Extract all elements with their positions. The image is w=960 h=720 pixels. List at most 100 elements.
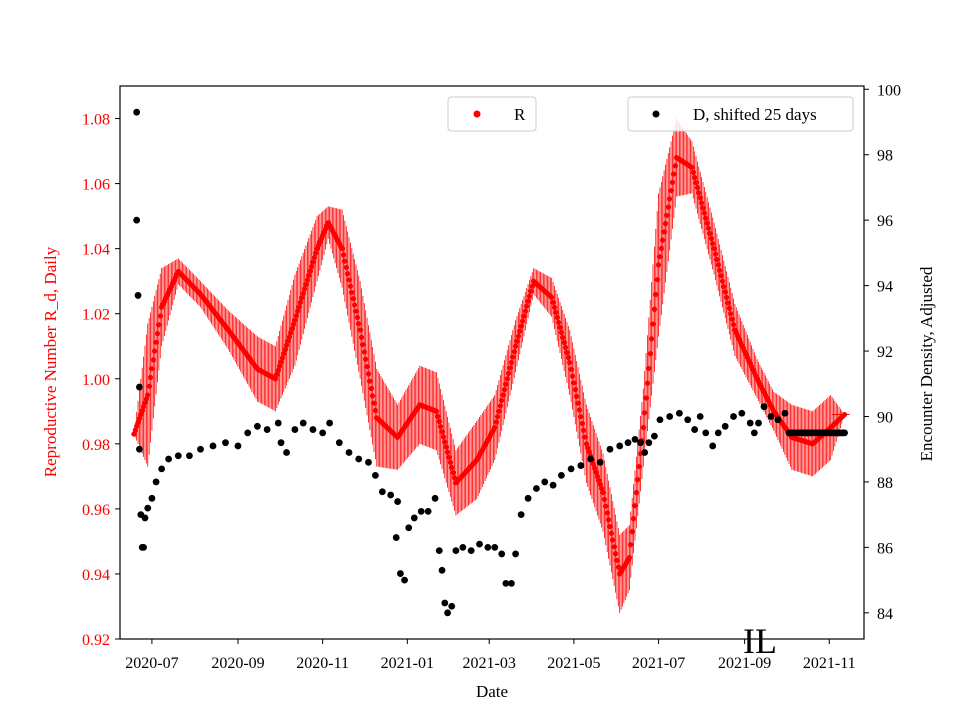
r-data-point [671,171,677,177]
d-data-point [133,108,141,116]
r-data-point [447,459,453,466]
r-data-point [553,309,559,316]
right-y-tick-label: 86 [877,540,893,557]
r-data-point [715,262,721,268]
r-data-point [154,330,161,337]
r-data-point [439,429,445,435]
legend-d-label: D, shifted 25 days [693,105,817,124]
d-data-point [781,409,789,417]
r-data-point [150,357,156,363]
r-data-point [562,344,569,351]
r-data-point [371,400,377,406]
r-data-point [370,393,376,399]
right-y-tick-label: 84 [877,606,893,623]
r-data-point [365,371,372,377]
d-data-point [637,439,644,447]
d-data-point [624,439,632,447]
d-data-point [345,449,353,456]
d-data-point [641,449,649,456]
x-tick-label: 2020-09 [211,655,264,672]
r-data-point [156,322,162,328]
r-data-point [343,264,349,271]
d-data-point [234,442,242,450]
r-data-point [438,424,444,430]
r-data-point [643,395,649,401]
x-tick-label: 2021-05 [547,655,600,672]
r-data-point [653,291,659,298]
right-y-tick-label: 94 [877,279,893,296]
r-data-point [300,290,306,296]
left-y-tick-label: 1.06 [82,177,110,194]
r-data-point [310,259,316,265]
r-data-point [293,313,299,319]
d-data-point [355,455,363,463]
left-y-tick-label: 0.96 [82,502,110,519]
r-data-point [350,296,356,302]
r-data-point [521,313,527,319]
r-data-point [608,530,614,536]
r-data-point [697,195,703,201]
d-data-point [730,413,737,420]
r-data-point [708,235,714,242]
r-data-point [518,323,524,329]
x-tick-label: 2021-07 [632,655,685,672]
r-data-point [504,376,510,382]
r-data-point [524,303,530,309]
d-data-point [431,494,439,502]
r-data-point [717,267,723,273]
r-data-point [347,283,354,289]
r-data-point [492,424,498,431]
r-data-point [632,503,638,509]
d-data-point [174,452,182,460]
axis-layer: 2020-07 2020-09 2020-11 2021-01 2021-03 2021-… [82,82,901,672]
right-y-axis-label: Encounter Density, Adjusted [917,266,936,461]
r-data-point [556,319,562,326]
r-data-point [564,349,570,356]
r-data-point [511,349,517,355]
r-data-point [146,383,152,389]
r-data-point [308,263,315,270]
r-data-point [698,200,705,206]
r-data-point [512,343,519,349]
r-data-point [711,246,717,252]
r-data-point [433,408,440,414]
r-data-point [443,444,449,450]
r-data-point [446,454,452,460]
r-data-point [561,339,567,346]
r-data-point [149,366,155,372]
r-data-point [557,324,563,331]
legend-d-box [627,96,854,132]
r-data-point [522,308,528,314]
r-data-point [510,354,516,360]
r-data-point [626,555,633,561]
r-data-point [568,366,574,372]
legend-r-marker [473,110,481,118]
d-data-point [378,488,386,496]
r-data-point [493,419,499,425]
d-data-point [309,426,317,433]
r-data-point [295,308,301,314]
left-y-tick-label: 1.02 [82,307,110,324]
r-data-point [519,318,526,324]
r-data-point [693,179,699,186]
d-data-point [140,543,147,551]
d-data-point [326,419,333,427]
x-axis-label: Date [476,682,508,701]
r-data-point [444,449,451,455]
d-data-point [209,442,217,450]
r-data-point [635,477,641,483]
x-tick-label: 2020-11 [296,655,349,672]
r-data-point [550,299,556,306]
r-data-point [528,288,534,294]
r-data-point [549,294,555,301]
r-data-point [575,400,581,406]
r-data-point [339,246,345,252]
d-data-point [714,429,722,437]
r-data-point [554,314,560,321]
right-y-tick-label: 100 [877,82,901,99]
r-data-point [569,373,576,379]
d-data-point [441,599,449,607]
r-data-point [726,305,732,311]
d-data-point [452,547,460,555]
d-data-point [746,419,754,427]
